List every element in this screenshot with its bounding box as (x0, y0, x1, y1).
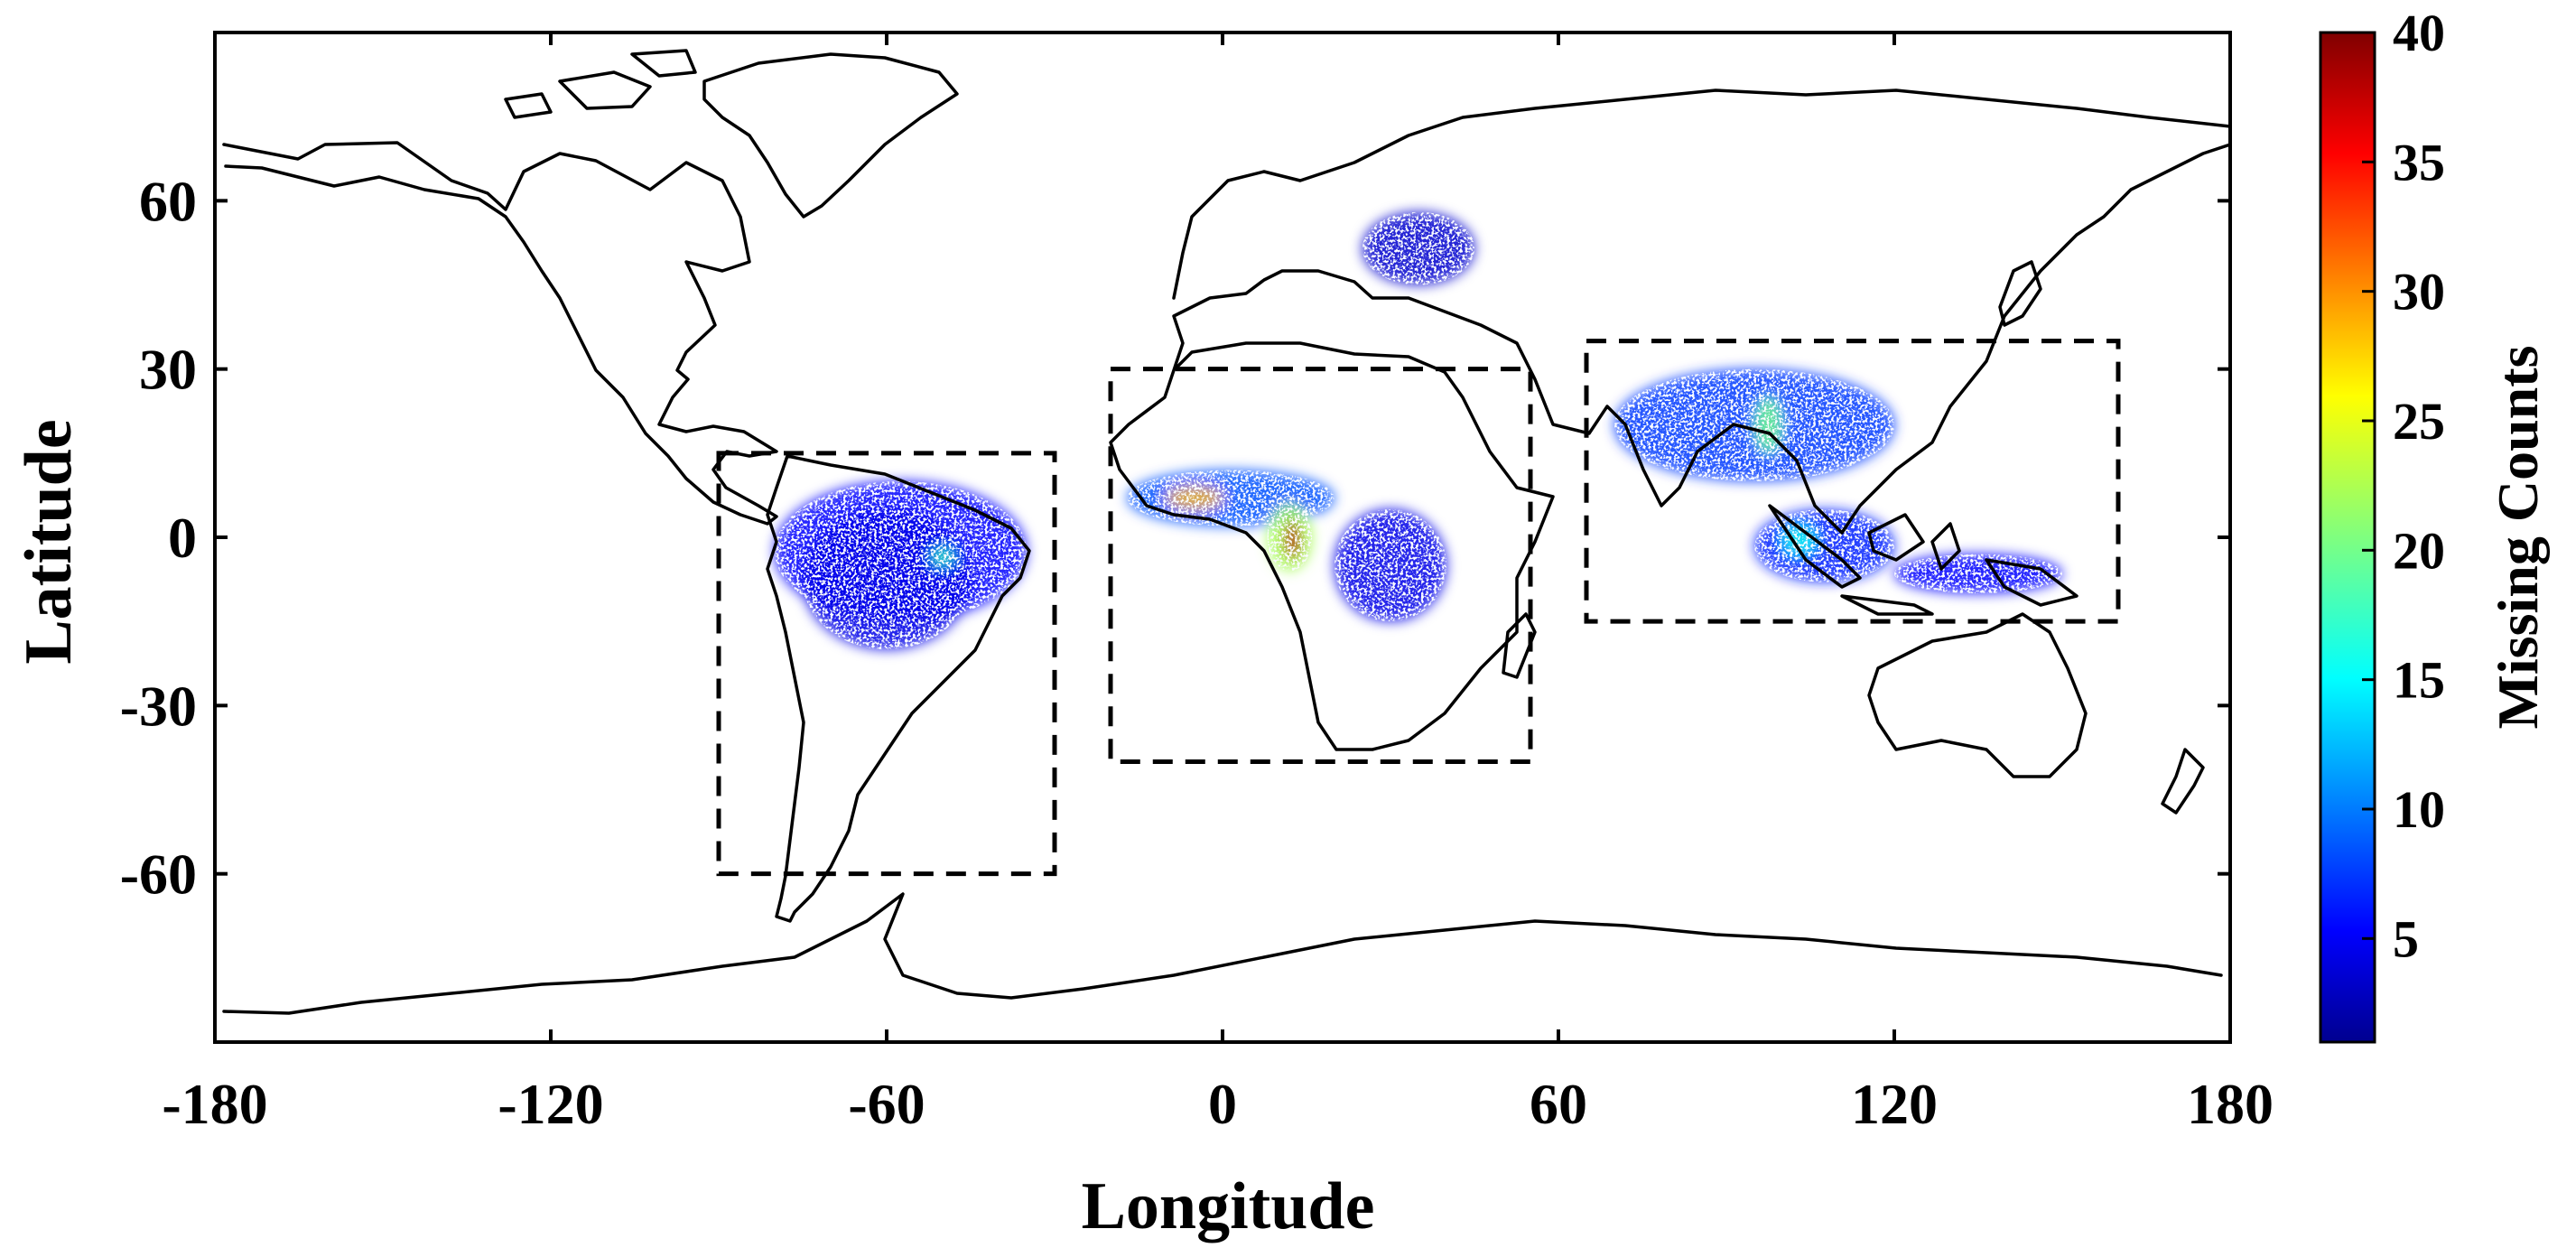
colorbar-tick-label: 35 (2393, 133, 2445, 191)
x-axis-title: Longitude (1082, 1169, 1375, 1243)
x-tick-label: 120 (1851, 1072, 1938, 1136)
map-background (215, 33, 2230, 1042)
x-tick-label: 0 (1208, 1072, 1237, 1136)
colorbar-tick-label: 40 (2393, 4, 2445, 62)
x-tick-label: -60 (848, 1072, 925, 1136)
coastline-antarctica (222, 892, 2223, 1015)
colorbar-tick-label: 30 (2393, 263, 2445, 321)
colorbar-tick-label: 25 (2393, 392, 2445, 451)
coastline-north-america (222, 141, 778, 526)
colorbar (2319, 31, 2376, 1044)
colorbar-tick-label: 10 (2393, 780, 2445, 839)
dashed-region-box (1584, 339, 2121, 624)
x-tick-label: -120 (498, 1072, 603, 1136)
x-tick-label: 180 (2187, 1072, 2274, 1136)
colorbar-tick-label: 5 (2393, 909, 2419, 968)
coastline-greenland (702, 52, 959, 219)
heat-speckle-texture (775, 211, 2062, 650)
heat-speckle (1754, 396, 1782, 453)
coastline-africa-eurasia (1109, 88, 2230, 751)
y-tick-label: 60 (139, 169, 197, 233)
heat-speckle (803, 508, 971, 650)
heat-speckle (1894, 554, 2062, 594)
coastline-layer (222, 49, 2230, 1015)
coastline-canada-islands (504, 49, 697, 119)
heat-speckle (1284, 520, 1301, 560)
coastline-new-zealand (2161, 748, 2205, 815)
y-axis-title: Latitude (12, 419, 86, 664)
y-axis-ticks: -60 -30 0 30 60 (120, 169, 2230, 907)
y-tick-label: -30 (120, 674, 197, 738)
heat-speckle (1362, 211, 1474, 285)
heat-speckle (1334, 508, 1446, 622)
x-axis-ticks: -180 -120 -60 0 60 120 180 (162, 33, 2274, 1136)
y-tick-label: -60 (120, 843, 197, 907)
region-box-layer (716, 339, 2121, 877)
x-tick-label: -180 (162, 1072, 267, 1136)
colorbar-title: Missing Counts (2486, 346, 2550, 730)
dashed-region-box (716, 451, 1057, 877)
coastline-south-america (766, 454, 1031, 923)
colorbar-tick-label: 15 (2393, 651, 2445, 710)
x-tick-label: 60 (1530, 1072, 1587, 1136)
y-tick-label: 0 (168, 506, 197, 570)
colorbar-ticks: 5 10 15 20 25 30 35 40 (2362, 4, 2445, 968)
coastline-madagascar (1502, 612, 1537, 679)
heat-speckle (1167, 487, 1223, 509)
dashed-region-box (1108, 367, 1533, 764)
heat-speckle (931, 548, 954, 566)
colorbar-tick-label: 20 (2393, 521, 2445, 580)
y-tick-label: 30 (139, 338, 197, 402)
coastline-indonesia (1768, 504, 2078, 616)
coastline-japan (1998, 260, 2042, 327)
